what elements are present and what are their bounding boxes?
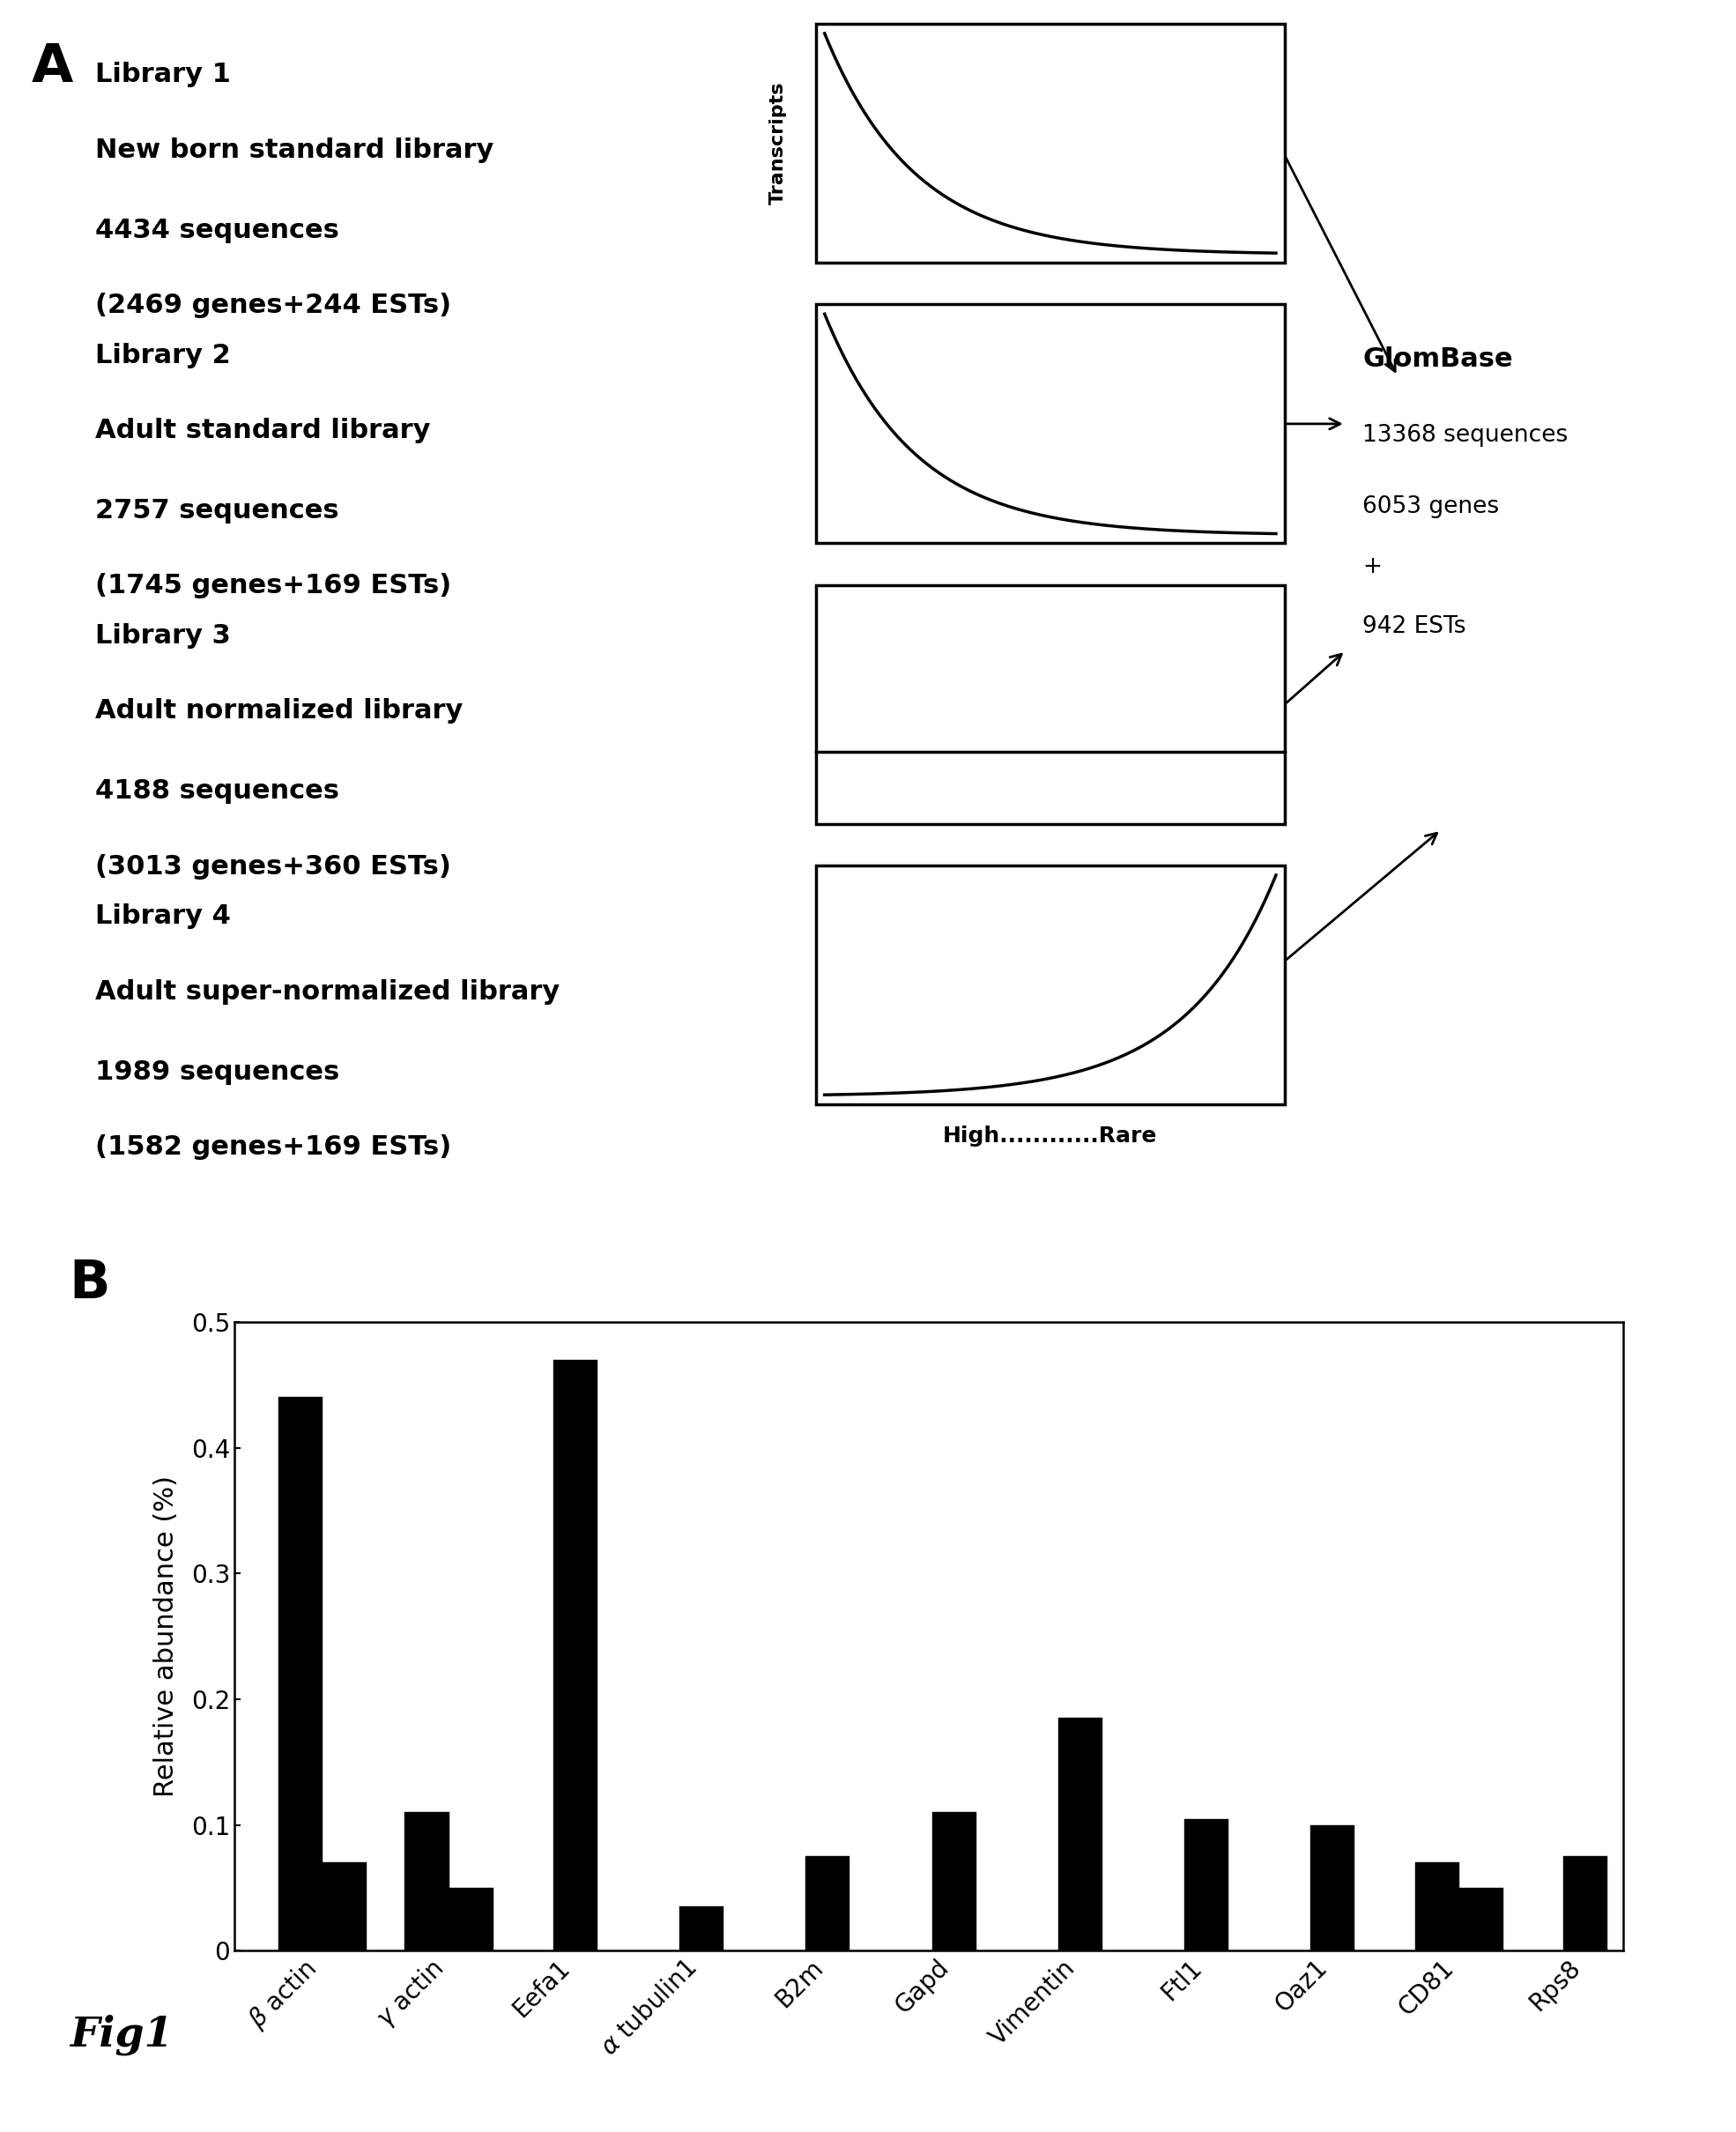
Text: 4188 sequences: 4188 sequences — [95, 778, 340, 804]
Y-axis label: Relative abundance (%): Relative abundance (%) — [153, 1475, 179, 1797]
Text: High............Rare: High............Rare — [943, 1126, 1158, 1147]
Text: Library 3: Library 3 — [95, 623, 231, 648]
Text: +: + — [1363, 554, 1382, 578]
Bar — [816, 584, 1285, 823]
Text: New born standard library: New born standard library — [95, 136, 495, 162]
Text: Library 1: Library 1 — [95, 62, 231, 87]
Text: (1582 genes+169 ESTs): (1582 genes+169 ESTs) — [95, 1134, 451, 1160]
Bar — [679, 1906, 724, 1951]
Bar — [1415, 1863, 1458, 1951]
Text: (1745 genes+169 ESTs): (1745 genes+169 ESTs) — [95, 574, 451, 599]
Text: Library 2: Library 2 — [95, 343, 231, 369]
Text: Adult standard library: Adult standard library — [95, 418, 431, 443]
Text: (3013 genes+360 ESTs): (3013 genes+360 ESTs) — [95, 853, 451, 878]
Bar — [450, 1889, 493, 1951]
Bar — [816, 866, 1285, 1104]
Bar — [1311, 1825, 1354, 1951]
Bar — [323, 1863, 366, 1951]
Bar — [1562, 1857, 1608, 1951]
Bar — [816, 23, 1285, 262]
Text: 13368 sequences: 13368 sequences — [1363, 424, 1568, 448]
Text: Transcripts: Transcripts — [769, 81, 786, 205]
Text: Adult super-normalized library: Adult super-normalized library — [95, 979, 561, 1004]
Bar — [404, 1812, 450, 1951]
Bar — [932, 1812, 976, 1951]
Bar — [816, 305, 1285, 544]
Text: Adult normalized library: Adult normalized library — [95, 699, 464, 725]
Text: 4434 sequences: 4434 sequences — [95, 217, 340, 243]
Text: Library 4: Library 4 — [95, 904, 231, 930]
Bar — [1059, 1718, 1102, 1951]
Text: Fig1: Fig1 — [69, 2015, 174, 2055]
Bar — [806, 1857, 851, 1951]
Text: GlomBase: GlomBase — [1363, 345, 1514, 371]
Text: 942 ESTs: 942 ESTs — [1363, 614, 1467, 637]
Bar — [278, 1396, 323, 1951]
Text: B: B — [69, 1258, 111, 1309]
Bar — [554, 1360, 597, 1951]
Text: 1989 sequences: 1989 sequences — [95, 1060, 340, 1085]
Text: 6053 genes: 6053 genes — [1363, 495, 1500, 518]
Text: (2469 genes+244 ESTs): (2469 genes+244 ESTs) — [95, 292, 451, 318]
Text: A: A — [31, 43, 73, 94]
Bar — [1184, 1819, 1229, 1951]
Bar — [1458, 1889, 1503, 1951]
Text: 2757 sequences: 2757 sequences — [95, 499, 339, 524]
